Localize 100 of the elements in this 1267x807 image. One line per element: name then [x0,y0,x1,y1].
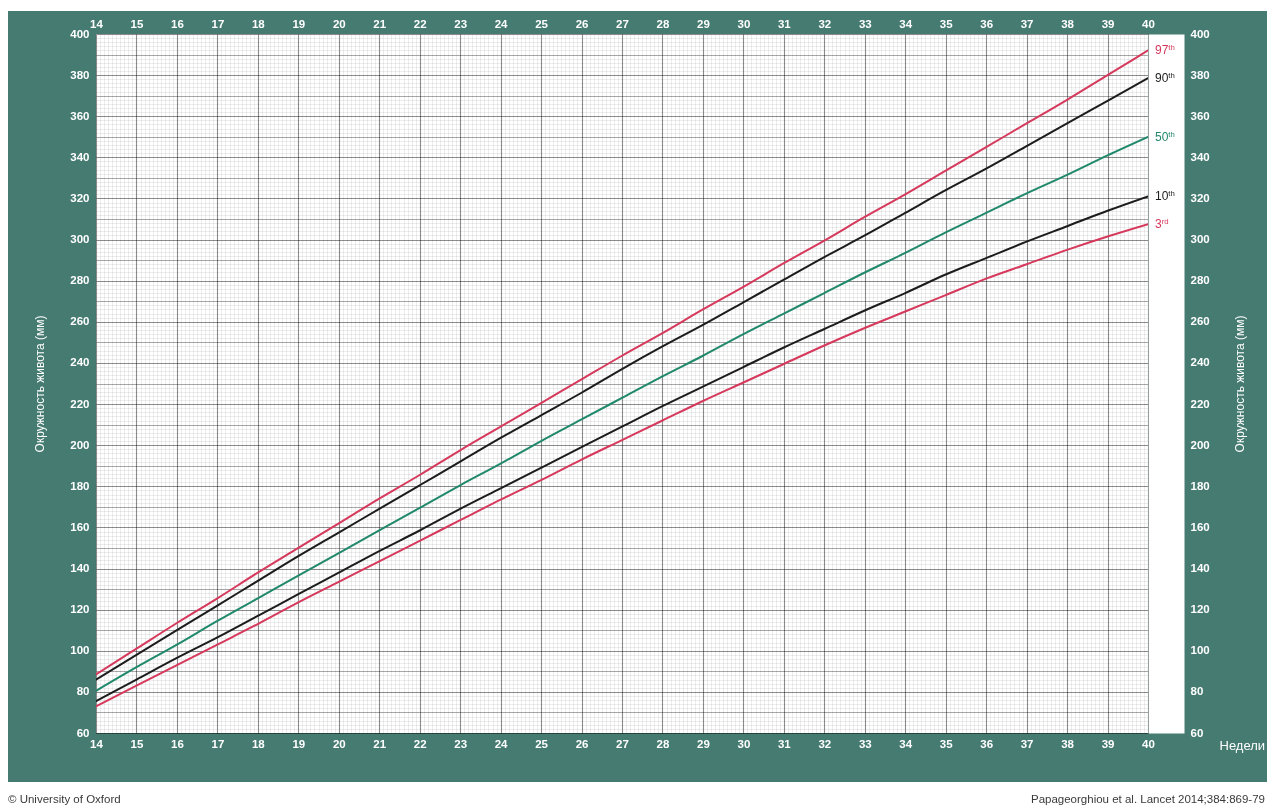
y-axis-title: Окружность живота (мм) [32,315,47,453]
y2-tick-label: 380 [1190,68,1210,81]
y-tick-label: 220 [70,397,90,410]
y2-tick-label: 300 [1190,233,1210,246]
x-tick-label: 37 [1020,737,1034,750]
x2-tick-label: 33 [858,17,872,30]
x-tick-label: 35 [939,737,954,750]
text: Papageorghiou et al. Lancet 2014;384:869-79 [1030,793,1265,805]
x-tick-label: 38 [1061,737,1075,750]
y2-tick-label: 180 [1190,479,1210,492]
x-tick-label: 16 [171,737,184,750]
x2-tick-label: 40 [1142,17,1155,30]
y-tick-label: 140 [70,562,90,575]
y2-tick-label: 140 [1190,562,1210,575]
x2-tick-label: 23 [454,17,468,30]
y-tick-label: 400 [70,27,90,40]
x2-tick-label: 28 [656,17,670,30]
y-tick-label: 280 [70,274,90,287]
y-tick-label: 180 [70,479,90,492]
y-tick-label: 200 [70,438,90,451]
y2-tick-label: 260 [1190,315,1210,328]
x2-tick-label: 22 [413,17,427,30]
x2-tick-label: 26 [575,17,589,30]
y-tick-label: 380 [70,68,90,81]
x2-tick-label: 32 [818,17,832,30]
x2-tick-label: 20 [332,17,346,30]
x-tick-label: 28 [656,737,670,750]
x-tick-label: 33 [858,737,872,750]
y-tick-label: 340 [70,150,90,163]
x2-tick-label: 14 [90,17,104,30]
x-tick-label: 30 [737,737,751,750]
x-tick-label: 27 [616,737,629,750]
series-label: 3$^{rd}$ [1155,216,1169,232]
y2-tick-label: 320 [1190,191,1210,204]
x2-tick-label: 35 [939,17,954,30]
x-tick-label: 29 [697,737,710,750]
y2-tick-label: 240 [1190,356,1210,369]
x2-tick-label: 16 [171,17,184,30]
series-label: 50$^{th}$ [1155,129,1175,144]
y-tick-label: 260 [70,315,90,328]
y2-axis-title: Окружность живота (мм) [1232,315,1247,453]
y-tick-label: 120 [70,603,90,616]
x-tick-label: 14 [90,737,104,750]
x2-tick-label: 27 [616,17,629,30]
x2-tick-label: 19 [292,17,306,30]
series-label: 10$^{th}$ [1155,188,1175,204]
x-tick-label: 36 [980,737,994,750]
y2-tick-label: 400 [1190,27,1210,40]
x2-tick-label: 38 [1061,17,1075,30]
y2-tick-label: 280 [1190,274,1210,287]
x-tick-label: 32 [818,737,832,750]
x-tick-label: 22 [413,737,427,750]
x2-tick-label: 29 [697,17,710,30]
series-label: 97$^{th}$ [1155,42,1175,58]
x-tick-label: 18 [251,737,266,750]
x2-tick-label: 37 [1020,17,1034,30]
x-axis-title: Недели [1219,737,1266,753]
y2-tick-label: 100 [1190,644,1210,657]
x-tick-label: 20 [332,737,346,750]
series-label: 90$^{th}$ [1155,70,1175,86]
y-tick-label: 360 [70,109,90,122]
x2-tick-label: 34 [899,17,913,30]
x-tick-label: 40 [1142,737,1155,750]
y-tick-label: 80 [76,685,90,698]
text: © University of Oxford [8,793,121,805]
x-tick-label: 34 [899,737,913,750]
x-tick-label: 31 [777,737,792,750]
y2-tick-label: 360 [1190,109,1210,122]
y2-tick-label: 200 [1190,438,1210,451]
x2-tick-label: 30 [737,17,751,30]
x-tick-label: 15 [130,737,144,750]
y2-tick-label: 340 [1190,150,1210,163]
x2-tick-label: 18 [251,17,266,30]
y2-tick-label: 160 [1190,520,1210,533]
x-tick-label: 26 [575,737,589,750]
y-tick-label: 100 [70,644,90,657]
x2-tick-label: 21 [373,17,387,30]
y-tick-label: 320 [70,191,90,204]
x2-tick-label: 17 [211,17,225,30]
x-tick-label: 39 [1101,737,1115,750]
x-tick-label: 17 [211,737,225,750]
y2-tick-label: 80 [1190,685,1204,698]
x-tick-label: 21 [373,737,387,750]
x2-tick-label: 25 [535,17,549,30]
y-tick-label: 60 [76,726,90,739]
y2-tick-label: 120 [1190,603,1210,616]
y-tick-label: 240 [70,356,90,369]
x-tick-label: 19 [292,737,306,750]
y2-tick-label: 60 [1190,726,1204,739]
y-tick-label: 160 [70,520,90,533]
x2-tick-label: 24 [494,17,509,30]
x-tick-label: 24 [494,737,509,750]
x-tick-label: 23 [454,737,468,750]
x2-tick-label: 39 [1101,17,1115,30]
x-tick-label: 25 [535,737,549,750]
x2-tick-label: 15 [130,17,144,30]
y2-tick-label: 220 [1190,397,1210,410]
x2-tick-label: 36 [980,17,994,30]
x2-tick-label: 31 [777,17,792,30]
y-tick-label: 300 [70,233,90,246]
